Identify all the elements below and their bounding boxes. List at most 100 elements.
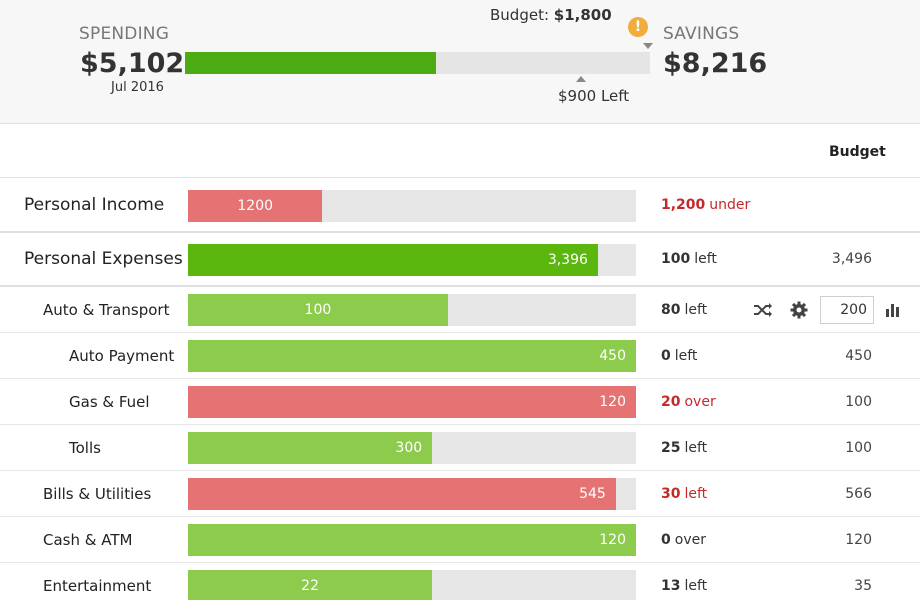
budget-row[interactable]: Personal Income 1200 1,200 under: [0, 179, 920, 233]
category-label[interactable]: Auto & Transport: [43, 300, 170, 319]
progress-fill: 22: [188, 570, 433, 600]
category-progress-bar: 1200: [188, 190, 636, 222]
status-amount: 13: [661, 577, 681, 594]
progress-fill: 300: [188, 432, 433, 464]
budget-value[interactable]: 566: [845, 485, 872, 502]
status-amount: 0: [661, 347, 671, 364]
status-word: left: [694, 251, 717, 267]
budget-rows: Personal Income 1200 1,200 under Personal Ex…: [0, 179, 920, 600]
status-amount: 100: [661, 251, 691, 267]
category-progress-bar: 545: [188, 478, 636, 510]
budget-row[interactable]: Tolls 300 25 left 100: [0, 425, 920, 471]
budget-status: 100 left: [661, 233, 717, 285]
status-word: over: [674, 531, 706, 548]
budget-status: 0 over: [661, 517, 706, 562]
budget-amount: $1,800: [553, 6, 612, 24]
status-amount: 0: [661, 531, 671, 548]
category-progress-bar: 100: [188, 294, 636, 326]
budget-column-header: Budget: [829, 144, 886, 160]
budget-prefix: Budget:: [490, 6, 550, 24]
spent-amount: 100: [304, 302, 332, 318]
category-progress-bar: 300: [188, 432, 636, 464]
progress-fill: 120: [188, 386, 636, 418]
left-amount: $900: [558, 87, 597, 105]
budget-status: 25 left: [661, 425, 707, 470]
category-label[interactable]: Cash & ATM: [43, 530, 133, 549]
spent-amount: 450: [599, 348, 626, 364]
left-marker-icon: [576, 76, 586, 82]
budget-status: 20 over: [661, 379, 716, 424]
category-label[interactable]: Bills & Utilities: [43, 484, 152, 503]
status-word: left: [684, 301, 708, 318]
category-progress-bar: 120: [188, 386, 636, 418]
budget-row[interactable]: Cash & ATM 120 0 over 120: [0, 517, 920, 563]
budget-total: Budget: $1,800: [490, 6, 612, 24]
spent-amount: 22: [301, 578, 319, 594]
budget-value[interactable]: 35: [854, 577, 872, 594]
progress-fill: 120: [188, 524, 636, 556]
status-word: left: [684, 577, 708, 594]
budget-value[interactable]: 100: [845, 439, 872, 456]
progress-fill: 450: [188, 340, 636, 372]
budget-row[interactable]: Entertainment 22 13 left 35: [0, 563, 920, 600]
progress-fill: 1200: [188, 190, 323, 222]
budget-status: 0 left: [661, 333, 697, 378]
savings-label: SAVINGS: [663, 24, 740, 44]
budget-row[interactable]: Gas & Fuel 120 20 over 100: [0, 379, 920, 425]
budget-status: 1,200 under: [661, 179, 750, 231]
status-amount: 80: [661, 301, 681, 318]
savings-amount: $8,216: [663, 48, 768, 79]
progress-fill: 3,396: [188, 244, 598, 276]
remaining-amount: $900 Left: [558, 87, 629, 105]
budget-amount-input[interactable]: [820, 296, 874, 324]
category-label[interactable]: Personal Expenses: [24, 249, 183, 269]
spending-amount: $5,102: [80, 48, 185, 79]
status-word: left: [674, 347, 698, 364]
category-label[interactable]: Gas & Fuel: [69, 392, 150, 411]
budget-value[interactable]: 120: [845, 531, 872, 548]
spent-amount: 545: [579, 486, 606, 502]
budget-row[interactable]: Auto Payment 450 0 left 450: [0, 333, 920, 379]
category-label[interactable]: Personal Income: [24, 195, 165, 215]
status-amount: 25: [661, 439, 681, 456]
status-amount: 1,200: [661, 197, 706, 213]
summary-progress-bar: [185, 52, 650, 74]
budget-value[interactable]: 450: [845, 347, 872, 364]
budget-status: 80 left: [661, 287, 707, 332]
bar-chart-icon[interactable]: [885, 287, 901, 332]
left-suffix: Left: [600, 87, 630, 105]
status-word: left: [684, 485, 708, 502]
status-word: left: [684, 439, 708, 456]
budget-value[interactable]: 3,496: [831, 251, 872, 267]
period-label: Jul 2016: [111, 80, 164, 95]
budget-status: 30 left: [661, 471, 707, 516]
category-progress-bar: 3,396: [188, 244, 636, 276]
gear-icon[interactable]: [790, 287, 808, 332]
category-progress-bar: 22: [188, 570, 636, 600]
category-label[interactable]: Auto Payment: [69, 346, 175, 365]
category-progress-bar: 450: [188, 340, 636, 372]
status-word: under: [709, 197, 751, 213]
category-progress-bar: 120: [188, 524, 636, 556]
progress-fill: 100: [188, 294, 448, 326]
status-amount: 30: [661, 485, 681, 502]
category-label[interactable]: Tolls: [69, 438, 101, 457]
spent-amount: 3,396: [547, 252, 588, 268]
category-label[interactable]: Entertainment: [43, 576, 152, 595]
spent-amount: 1200: [237, 198, 274, 214]
status-word: over: [684, 393, 716, 410]
spent-amount: 300: [395, 440, 423, 456]
warning-icon[interactable]: !: [628, 17, 648, 37]
spent-amount: 120: [599, 532, 626, 548]
shuffle-icon[interactable]: [753, 287, 773, 332]
budget-row[interactable]: Bills & Utilities 545 30 left 566: [0, 471, 920, 517]
summary-progress-fill: [185, 52, 437, 74]
budget-row[interactable]: Personal Expenses 3,396 100 left 3,496: [0, 233, 920, 287]
budget-row[interactable]: Auto & Transport 100 80 left: [0, 287, 920, 333]
spent-amount: 120: [599, 394, 626, 410]
budget-value[interactable]: 100: [845, 393, 872, 410]
spending-label: SPENDING: [79, 24, 170, 44]
progress-fill: 545: [188, 478, 616, 510]
budget-marker-icon: [643, 43, 653, 49]
status-amount: 20: [661, 393, 681, 410]
